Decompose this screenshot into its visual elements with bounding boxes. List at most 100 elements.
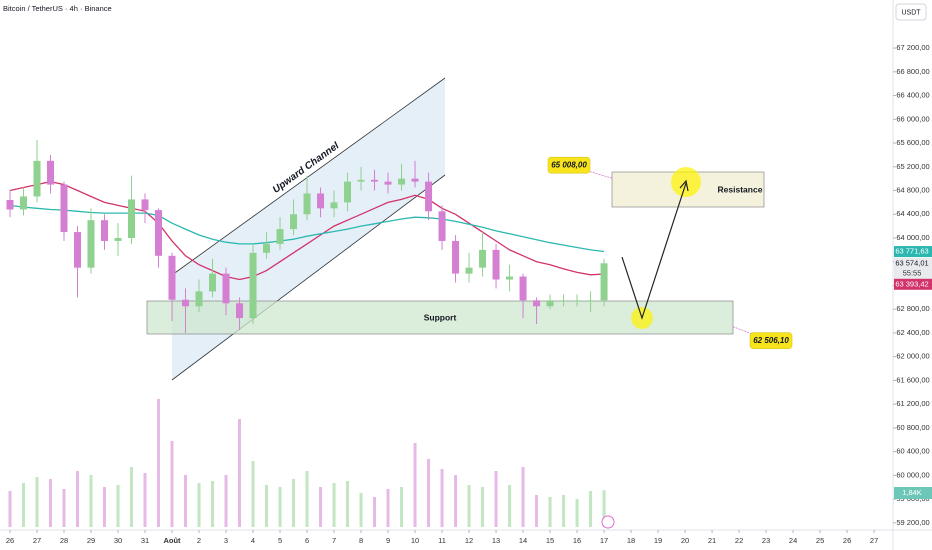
level-label: 65 008,00 [551,160,587,169]
volume-bar [562,495,566,527]
y-tick-label: 64 800,00 [896,185,929,194]
candle-body [209,273,217,292]
volume-bar [521,467,525,527]
x-tick-label: 27 [870,536,878,545]
candle-body [411,178,419,182]
volume-tag-label: 1,84K [902,488,922,497]
volume-bar [359,493,363,527]
candle-body [87,220,95,268]
candle-body [222,273,230,304]
price-tag-label: 63 393,42 [895,279,928,288]
candle-body [114,237,122,241]
chart-title: Bitcoin / TetherUS · 4h · Binance [3,4,112,13]
y-tick-label: 60 800,00 [896,423,929,432]
volume-bar [130,467,134,527]
candle-body [330,202,338,209]
y-tick-label: 61 200,00 [896,399,929,408]
price-tag-label: 63 771,63 [895,247,928,256]
candle-body [46,160,54,185]
x-tick-label: 16 [573,536,581,545]
volume-bar [548,497,552,527]
moving-average [9,180,605,281]
candle-body [303,193,311,215]
candle-body [276,229,284,244]
candle-body [533,300,541,307]
volume-bar [89,475,93,527]
candle-body [317,193,325,209]
volume-bar [224,475,228,527]
x-tick-label: 22 [735,536,743,545]
volume-bar [467,485,471,527]
currency-button[interactable] [895,3,927,21]
volume-bar [197,483,201,527]
candle-body [168,255,176,300]
y-tick-label: 67 200,00 [896,43,929,52]
x-tick-label: 14 [519,536,527,545]
candle-body [290,214,298,230]
volume-bar [413,443,417,527]
volume-bar [238,419,242,527]
candle-body [398,178,406,185]
candle-body [438,211,446,241]
candle-body [546,300,554,307]
candle-body [6,200,14,210]
candle-body [128,199,136,238]
x-tick-label: 24 [789,536,797,545]
volume-tag [894,487,932,499]
x-tick-label: 13 [492,536,500,545]
x-tick-label: 18 [627,536,635,545]
level-badge [547,156,591,174]
x-tick-label: 6 [305,536,309,545]
x-tick-label: 11 [438,536,446,545]
channel-line [171,174,446,381]
projection-arrow [621,182,687,320]
volume-bar [251,461,255,527]
candle-body [263,243,271,253]
candle-body [465,267,473,274]
y-tick-label: 64 400,00 [896,209,929,218]
volume-bar [278,487,282,527]
volume-bar [35,477,39,527]
volume-bar [48,479,52,527]
volume-bar [494,471,498,527]
candle-body [357,179,365,182]
volume-bar [386,489,390,527]
candle-body [600,263,608,301]
x-tick-label: 28 [60,536,68,545]
volume-bar [62,489,66,527]
price-tag [894,257,932,279]
event-icon[interactable] [601,515,615,529]
candle-body [384,181,392,185]
y-tick-label: 59 200,00 [896,518,929,527]
currency-label[interactable]: USDT [901,9,921,16]
countdown: 55:55 [903,268,922,277]
y-tick-label: 65 600,00 [896,138,929,147]
volume-bar [319,487,323,527]
volume-bar [535,495,539,527]
y-tick-label: 66 800,00 [896,67,929,76]
volume-bar [589,491,593,527]
volume-bar [116,485,120,527]
x-tick-label: 4 [251,536,255,545]
volume-bar [332,483,336,527]
candle-body [236,303,244,319]
price-tag-label: 63 574,01 [895,258,928,267]
x-tick-label: 27 [33,536,41,545]
x-tick-label: 31 [141,536,149,545]
y-tick-label: 62 000,00 [896,352,929,361]
volume-bar [8,491,12,527]
resistance-label: Resistance [718,184,763,194]
candle-body [560,300,568,302]
volume-bar [211,481,215,527]
volume-bar [373,497,377,527]
volume-bar [575,499,579,527]
y-tick-label: 62 800,00 [896,304,929,313]
volume-bar [143,473,147,527]
candle-body [195,291,203,307]
y-tick-label: 60 400,00 [896,447,929,456]
price-tag [894,278,932,290]
level-label: 62 506,10 [753,336,789,345]
x-tick-label: 5 [278,536,282,545]
x-tick-label: 23 [762,536,770,545]
